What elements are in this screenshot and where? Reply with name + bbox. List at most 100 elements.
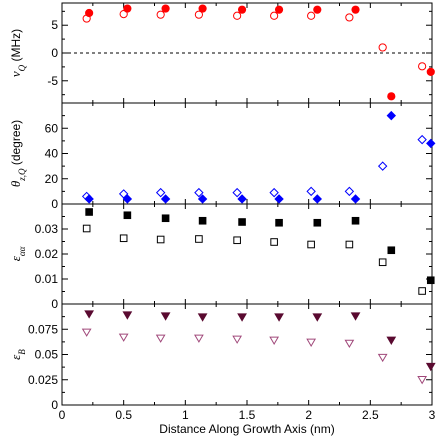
panel-3-series-1-point	[85, 208, 93, 216]
panel-2-series-1-point	[237, 194, 247, 204]
panel-1-series-1-point	[351, 5, 360, 14]
panel-3-series-1-point	[161, 214, 170, 223]
panel-2-series-1-point	[197, 194, 208, 204]
panel-2-series-2-point	[417, 134, 427, 145]
panel-4-series-2-point	[417, 376, 428, 385]
panel-3-series-1-point	[387, 246, 396, 255]
panel-1-series-1-point	[198, 4, 207, 13]
panel-1-series-1-point	[313, 5, 322, 14]
panel-4-ytick-label: 0.025	[28, 373, 58, 387]
panel-4-ytick-label: 0	[51, 398, 58, 412]
panel-4-series-2-point	[194, 334, 204, 343]
panel-2-series-2-point	[269, 187, 279, 198]
panel-2-series-1-point	[426, 138, 436, 149]
panel-2-series-2-point	[118, 189, 129, 199]
panel-4-series-2-point	[306, 338, 317, 347]
panel-2-ytick-label: 60	[45, 121, 59, 135]
panel-1-series-2-point	[233, 11, 242, 20]
panel-3-frame	[61, 203, 433, 305]
panel-3-series-1-point	[351, 216, 360, 225]
panel-2-series-2-point	[344, 186, 355, 197]
panel-2-series-2-point	[194, 187, 204, 198]
panel-3-series-2-point	[307, 240, 315, 249]
panel-3-ytick-label: 0.03	[35, 222, 59, 236]
panel-2-series-1-point	[312, 194, 323, 204]
panel-4-series-2-point	[81, 328, 92, 337]
panel-4-series-1-point	[160, 312, 171, 321]
panel-3-series-2-point	[156, 235, 165, 244]
panel-2-series-1-point	[84, 194, 94, 204]
panel-4-series-2-point	[344, 339, 355, 348]
panel-2-series-1-point	[274, 194, 284, 204]
panel-1-series-1-point	[387, 92, 396, 101]
panel-3-series-1-point	[198, 216, 207, 225]
panel-2-series-2-point	[232, 187, 242, 198]
panel-1-series-2-point	[82, 14, 91, 23]
x-tick-label: 2.5	[362, 408, 379, 422]
x-tick-label: 2	[305, 408, 312, 422]
x-tick-label: 0	[59, 408, 66, 422]
x-tick-label: 1.5	[239, 408, 256, 422]
panel-4-series-1-point	[84, 310, 95, 319]
panel-2-series-1-point	[160, 194, 171, 204]
panel-2-series-2-point	[306, 186, 316, 197]
panel-1-ytick-label: 0	[51, 46, 58, 60]
panel-3-series-2-point	[195, 235, 203, 243]
panel-2-series-2-point	[377, 161, 388, 171]
panel-1-series-2-point	[194, 10, 203, 19]
panel-4-series-1-point	[425, 362, 436, 372]
panel-3-series-2-point	[345, 240, 354, 249]
panel-4-series-1-point	[312, 313, 323, 322]
panel-2-series-2-point	[155, 187, 166, 198]
panel-1-series-2-point	[378, 43, 387, 52]
panel-4-series-2-point	[269, 336, 280, 345]
x-tick-label: 0.5	[115, 408, 132, 422]
panel-4-series-1-point	[237, 313, 247, 322]
panel-3-series-2-point	[378, 258, 387, 267]
panel-3-series-1-point	[238, 218, 246, 226]
panel-2-series-1-point	[350, 194, 361, 204]
panel-2-ytick-label: 0	[51, 197, 58, 211]
panel-1-series-2-point	[307, 11, 316, 20]
panel-4-series-2-point	[377, 353, 388, 363]
panel-1-series-2-point	[119, 10, 128, 19]
x-tick-label: 3	[429, 408, 436, 422]
panel-1-series-1-point	[274, 5, 284, 14]
panel-1-series-1-point	[161, 4, 170, 13]
panel-3-series-1-point	[313, 218, 322, 227]
panel-1-ytick-label: -5	[47, 74, 58, 88]
panel-3-ylabel: εαα	[8, 246, 27, 261]
panel-2-ytick-label: 40	[45, 147, 59, 161]
panel-3-ytick-label: 0.01	[35, 272, 59, 286]
panel-3-series-1-point	[426, 276, 435, 285]
panel-3-ytick-label: 0	[51, 297, 58, 311]
panel-3-ytick-label: 0.02	[35, 247, 59, 261]
panel-3-series-1-point	[275, 218, 283, 227]
panel-4-series-1-point	[122, 311, 133, 320]
panel-2-series-2-point	[81, 191, 92, 202]
panel-2-series-1-point	[386, 110, 397, 121]
panel-1-series-2-point	[270, 11, 279, 20]
panel-3-series-2-point	[233, 236, 241, 245]
x-axis-label: Distance Along Growth Axis (nm)	[159, 422, 334, 436]
panel-2-ytick-label: 20	[45, 172, 59, 186]
panel-4-series-1-point	[386, 336, 397, 345]
panel-3-series-1-point	[123, 211, 132, 220]
panel-1-series-1-point	[426, 67, 435, 76]
panel-3-series-2-point	[119, 234, 128, 243]
panel-1-series-1-point	[237, 5, 247, 14]
panel-4-ylabel: εB	[8, 349, 27, 360]
panel-1-series-1-point	[123, 4, 132, 13]
panel-2-frame	[61, 102, 433, 205]
panel-3-series-2-point	[270, 238, 278, 246]
panel-2-series-1-point	[122, 194, 133, 204]
panel-4-series-2-point	[155, 334, 166, 343]
panel-4-series-1-point	[197, 313, 208, 322]
panel-3-series-2-point	[418, 287, 426, 295]
x-tick-label: 1	[182, 408, 189, 422]
panel-1-ytick-label: 5	[51, 18, 58, 32]
panel-1-ylabel: νQ (MHz)	[8, 29, 27, 77]
panel-4-frame	[61, 303, 433, 406]
panel-3-series-2-point	[82, 224, 91, 233]
